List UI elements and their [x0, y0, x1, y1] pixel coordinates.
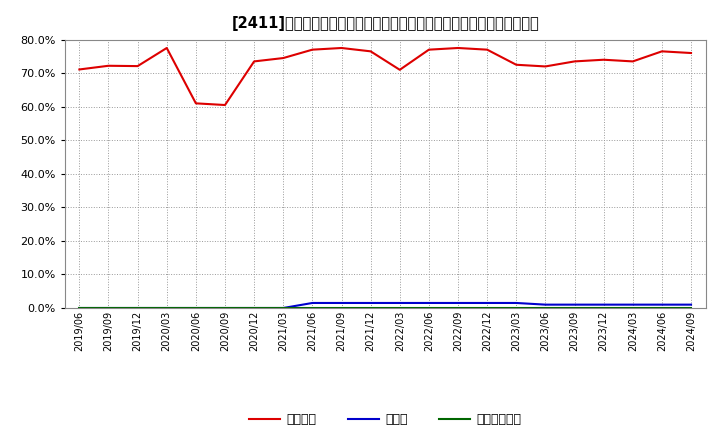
のれん	[192, 305, 200, 311]
繰延税金資産	[337, 305, 346, 311]
自己資本	[104, 63, 113, 68]
繰延税金資産	[657, 305, 666, 311]
のれん	[308, 301, 317, 306]
自己資本	[395, 67, 404, 73]
自己資本	[454, 45, 462, 51]
自己資本	[599, 57, 608, 62]
のれん	[366, 301, 375, 306]
Line: 自己資本: 自己資本	[79, 48, 691, 105]
繰延税金資産	[687, 305, 696, 311]
のれん	[599, 302, 608, 307]
繰延税金資産	[308, 305, 317, 311]
繰延税金資産	[75, 305, 84, 311]
自己資本	[279, 55, 287, 61]
のれん	[454, 301, 462, 306]
自己資本	[133, 63, 142, 69]
Legend: 自己資本, のれん, 繰延税金資産: 自己資本, のれん, 繰延税金資産	[244, 408, 526, 431]
自己資本	[629, 59, 637, 64]
のれん	[220, 305, 229, 311]
自己資本	[570, 59, 579, 64]
繰延税金資産	[279, 305, 287, 311]
繰延税金資産	[454, 305, 462, 311]
のれん	[629, 302, 637, 307]
のれん	[657, 302, 666, 307]
繰延税金資産	[425, 305, 433, 311]
Line: のれん: のれん	[79, 303, 691, 308]
自己資本	[337, 45, 346, 51]
のれん	[163, 305, 171, 311]
自己資本	[512, 62, 521, 67]
自己資本	[308, 47, 317, 52]
のれん	[425, 301, 433, 306]
自己資本	[250, 59, 258, 64]
自己資本	[163, 45, 171, 51]
繰延税金資産	[512, 305, 521, 311]
繰延税金資産	[104, 305, 113, 311]
自己資本	[657, 49, 666, 54]
Title: [2411]　自己資本、のれん、繰延税金資産の総資産に対する比率の推移: [2411] 自己資本、のれん、繰延税金資産の総資産に対する比率の推移	[231, 16, 539, 32]
自己資本	[366, 49, 375, 54]
繰延税金資産	[629, 305, 637, 311]
繰延税金資産	[250, 305, 258, 311]
のれん	[337, 301, 346, 306]
繰延税金資産	[483, 305, 492, 311]
のれん	[75, 305, 84, 311]
繰延税金資産	[220, 305, 229, 311]
のれん	[570, 302, 579, 307]
繰延税金資産	[395, 305, 404, 311]
のれん	[541, 302, 550, 307]
のれん	[133, 305, 142, 311]
のれん	[395, 301, 404, 306]
自己資本	[483, 47, 492, 52]
自己資本	[425, 47, 433, 52]
自己資本	[75, 67, 84, 72]
繰延税金資産	[541, 305, 550, 311]
繰延税金資産	[163, 305, 171, 311]
のれん	[279, 305, 287, 311]
繰延税金資産	[570, 305, 579, 311]
自己資本	[220, 103, 229, 108]
繰延税金資産	[366, 305, 375, 311]
のれん	[687, 302, 696, 307]
のれん	[104, 305, 113, 311]
繰延税金資産	[133, 305, 142, 311]
自己資本	[541, 64, 550, 69]
自己資本	[687, 50, 696, 55]
のれん	[250, 305, 258, 311]
繰延税金資産	[599, 305, 608, 311]
繰延税金資産	[192, 305, 200, 311]
自己資本	[192, 101, 200, 106]
のれん	[483, 301, 492, 306]
のれん	[512, 301, 521, 306]
